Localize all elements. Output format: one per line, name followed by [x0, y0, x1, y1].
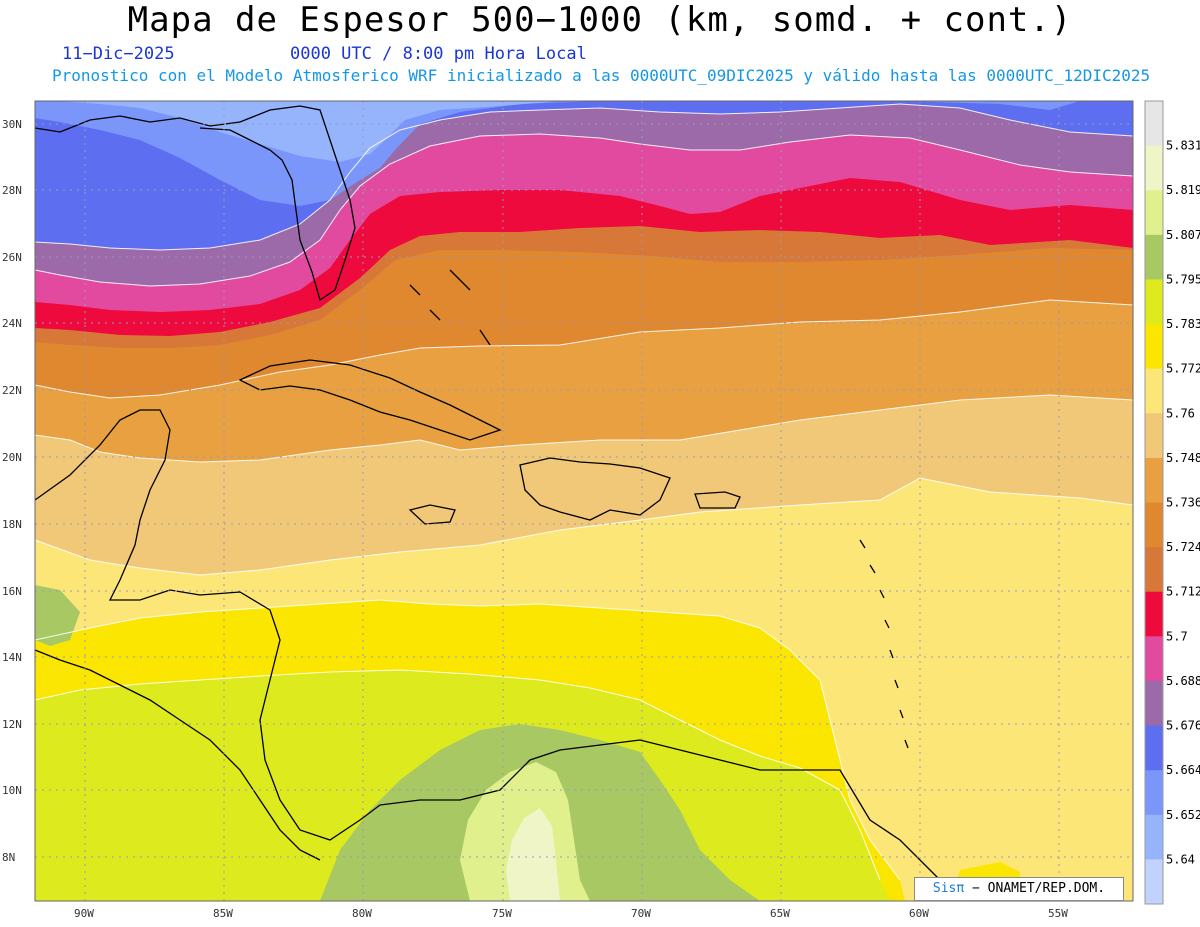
lat-label: 18N: [2, 518, 22, 531]
colorbar-label: 5.7: [1166, 629, 1188, 643]
lat-label: 26N: [2, 251, 22, 264]
lat-label: 8N: [2, 851, 15, 864]
lon-label: 55W: [1048, 907, 1068, 920]
thickness-contours: [34, 103, 1134, 881]
colorbar-swatch: [1145, 190, 1163, 236]
thickness-fill: [35, 101, 1133, 901]
colorbar-swatch: [1145, 324, 1163, 370]
colorbar-swatch: [1145, 101, 1163, 147]
colorbar-swatch: [1145, 591, 1163, 637]
colorbar-swatch: [1145, 680, 1163, 727]
colorbar-label: 5.712: [1166, 585, 1200, 599]
colorbar-swatch: [1145, 368, 1163, 414]
lon-label: 75W: [492, 907, 512, 920]
colorbar-frame: [1144, 100, 1164, 905]
colorbar-swatch: [1145, 457, 1163, 503]
colorbar-swatch: [1145, 770, 1163, 816]
colorbar-label: 5.807: [1166, 228, 1200, 242]
lat-label: 16N: [2, 585, 22, 598]
colorbar-swatch: [1145, 502, 1163, 548]
lat-label: 24N: [2, 317, 22, 330]
credit-box: Sisπ − ONAMET/REP.DOM.: [914, 877, 1124, 901]
colorbar-label: 5.676: [1166, 719, 1200, 733]
colorbar-label: 5.748: [1166, 451, 1200, 465]
longitude-labels: 90W 85W 80W 75W 70W 65W 60W 55W: [74, 907, 1068, 920]
lat-label: 10N: [2, 784, 22, 797]
sis-logo-text: Sisπ: [932, 881, 965, 896]
colorbar-label: 5.64: [1166, 852, 1195, 866]
colorbar-swatch: [1145, 814, 1163, 860]
colorbar-label: 5.652: [1166, 808, 1200, 822]
colorbar-swatch: [1145, 636, 1163, 682]
colorbar-label: 5.688: [1166, 674, 1200, 688]
colorbar-label: 5.783: [1166, 317, 1200, 331]
map-frame: [34, 100, 1134, 902]
latitude-labels: 30N 28N 26N 24N 22N 20N 18N 16N 14N 12N …: [2, 118, 22, 864]
graticule: [35, 101, 1133, 901]
colorbar-swatch: [1145, 234, 1163, 280]
colorbar: 5.831 5.819 5.807 5.795 5.783 5.772 5.76 5.748 5…: [1144, 100, 1200, 905]
colorbar-label: 5.819: [1166, 183, 1200, 197]
colorbar-swatch: [1145, 859, 1163, 905]
forecast-time: 0000 UTC / 8:00 pm Hora Local: [290, 44, 587, 64]
lon-label: 80W: [352, 907, 372, 920]
forecast-description: Pronostico con el Modelo Atmosferico WRF…: [52, 66, 1151, 85]
map-title: Mapa de Espesor 500−1000 (km, somd. + co…: [127, 0, 1073, 40]
colorbar-label: 5.736: [1166, 496, 1200, 510]
lon-label: 85W: [213, 907, 233, 920]
colorbar-label: 5.831: [1166, 139, 1200, 153]
credit-text: − ONAMET/REP.DOM.: [972, 881, 1106, 896]
lat-label: 30N: [2, 118, 22, 131]
colorbar-label: 5.76: [1166, 406, 1195, 420]
lat-label: 12N: [2, 718, 22, 731]
colorbar-swatch: [1145, 145, 1163, 191]
lat-label: 20N: [2, 451, 22, 464]
lon-label: 65W: [770, 907, 790, 920]
colorbar-label: 5.664: [1166, 763, 1200, 777]
lat-label: 28N: [2, 184, 22, 197]
lon-label: 90W: [74, 907, 94, 920]
colorbar-swatch: [1145, 725, 1163, 771]
lon-label: 60W: [909, 907, 929, 920]
lat-label: 22N: [2, 384, 22, 397]
colorbar-label: 5.795: [1166, 272, 1200, 286]
lon-label: 70W: [631, 907, 651, 920]
forecast-date: 11−Dic−2025: [62, 44, 175, 64]
colorbar-swatch: [1145, 413, 1163, 459]
colorbar-swatch: [1145, 279, 1163, 325]
colorbar-label: 5.772: [1166, 362, 1200, 376]
colorbar-label: 5.724: [1166, 540, 1200, 554]
lat-label: 14N: [2, 651, 22, 664]
colorbar-swatch: [1145, 547, 1163, 593]
